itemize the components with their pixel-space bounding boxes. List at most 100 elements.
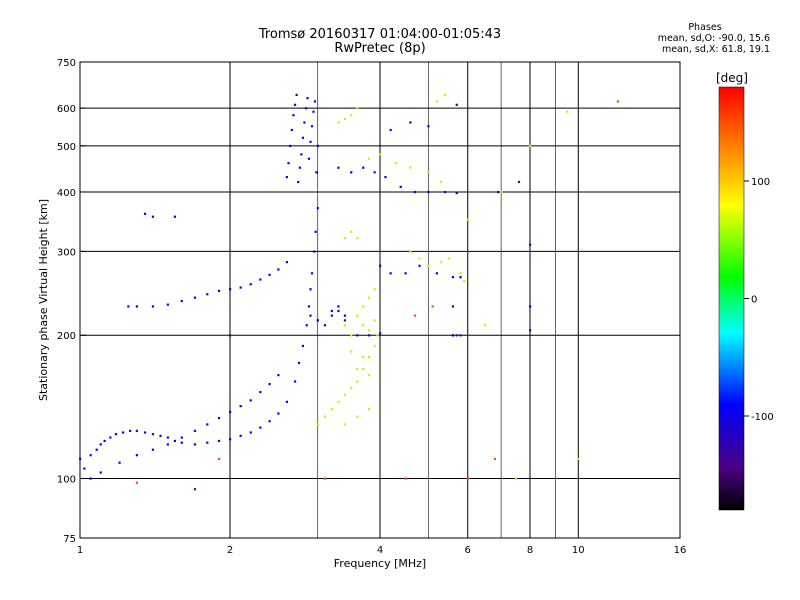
data-point — [459, 276, 462, 279]
data-point — [330, 309, 333, 313]
data-point — [268, 420, 271, 423]
data-point — [367, 334, 371, 337]
data-point — [413, 190, 417, 194]
colorbar-unit: [deg] — [716, 71, 748, 85]
data-point — [290, 128, 293, 132]
data-point — [323, 477, 327, 480]
data-point — [239, 434, 242, 437]
data-point — [268, 273, 271, 276]
data-point — [323, 324, 327, 327]
data-point — [529, 144, 532, 148]
data-point — [343, 117, 347, 120]
data-point — [484, 324, 487, 327]
data-point — [362, 166, 365, 169]
phase-colorbar — [718, 86, 745, 511]
data-point — [330, 314, 333, 317]
data-point — [316, 319, 319, 322]
data-point — [297, 180, 300, 184]
data-point — [193, 296, 197, 299]
data-point — [109, 436, 112, 439]
data-point — [356, 107, 359, 110]
data-point — [166, 436, 169, 439]
data-point — [79, 457, 82, 461]
data-point — [362, 356, 365, 359]
data-point — [373, 171, 376, 174]
data-point — [451, 305, 455, 308]
data-point — [217, 439, 221, 443]
data-point — [206, 423, 209, 426]
data-point — [151, 215, 155, 218]
data-point — [206, 441, 209, 444]
data-point — [249, 399, 252, 402]
data-point — [298, 166, 301, 169]
phase-stats-o: mean, sd,O: -90.0, 15.6 — [657, 33, 770, 44]
data-point — [373, 319, 376, 322]
axis-labels: 1 2 4 6 8 10 16 75 100 200 300 400 500 600 750 — [57, 58, 686, 556]
data-point — [151, 305, 155, 308]
data-point — [337, 400, 340, 403]
data-point — [259, 278, 262, 281]
data-point — [409, 121, 412, 124]
data-point — [350, 171, 353, 174]
data-point — [166, 443, 169, 446]
data-point — [389, 272, 392, 275]
data-point — [389, 128, 392, 132]
data-point — [206, 293, 209, 296]
data-point — [404, 477, 407, 480]
data-point — [496, 190, 500, 194]
data-point — [343, 319, 347, 322]
data-point — [343, 423, 347, 426]
data-point — [103, 439, 106, 443]
data-point — [217, 457, 221, 461]
data-point — [173, 439, 177, 443]
phase-stats-x: mean, sd,X: 61.8, 19.1 — [661, 44, 770, 55]
data-point — [314, 230, 317, 233]
data-point — [616, 100, 619, 103]
data-point — [151, 433, 155, 436]
chart-title-line2: RwPretec (8p) — [334, 41, 426, 56]
data-point — [135, 429, 138, 432]
data-point — [307, 157, 311, 160]
data-point — [379, 264, 382, 267]
x-axis-title: Frequency [MHz] — [334, 557, 426, 570]
data-point — [350, 350, 353, 353]
x-tick-label: 4 — [377, 545, 383, 556]
data-point — [313, 100, 317, 103]
phase-stats-heading: Phases — [688, 22, 722, 33]
x-tick-label: 6 — [465, 545, 471, 556]
data-point — [529, 329, 532, 332]
data-point — [330, 407, 333, 411]
data-point — [316, 207, 319, 210]
data-point — [427, 190, 430, 194]
data-point — [127, 305, 130, 308]
data-point — [310, 272, 314, 275]
data-point — [356, 314, 359, 317]
data-point — [277, 374, 280, 377]
data-point — [515, 477, 518, 480]
data-point — [135, 454, 138, 457]
data-point — [529, 243, 532, 246]
data-point — [259, 390, 262, 394]
data-point — [173, 215, 177, 218]
chart-title-line1: Tromsø 20160317 01:04:00-01:05:43 — [258, 27, 502, 42]
data-point — [404, 272, 407, 275]
x-tick-label: 2 — [227, 545, 233, 556]
data-point — [431, 305, 434, 308]
data-point — [304, 107, 308, 110]
data-point — [517, 180, 521, 184]
data-point — [309, 140, 312, 143]
data-point — [193, 443, 197, 446]
data-point — [99, 471, 102, 474]
data-point — [455, 191, 458, 195]
data-point — [135, 305, 138, 308]
data-point — [367, 329, 371, 332]
data-point — [268, 382, 271, 386]
data-point — [362, 367, 365, 371]
data-point — [285, 400, 288, 403]
data-point — [343, 324, 347, 327]
data-point — [301, 136, 305, 139]
data-point — [129, 429, 132, 432]
data-point — [337, 166, 340, 169]
colorbar-ticks: 100 0 -100 — [744, 177, 774, 423]
data-point — [239, 405, 242, 408]
